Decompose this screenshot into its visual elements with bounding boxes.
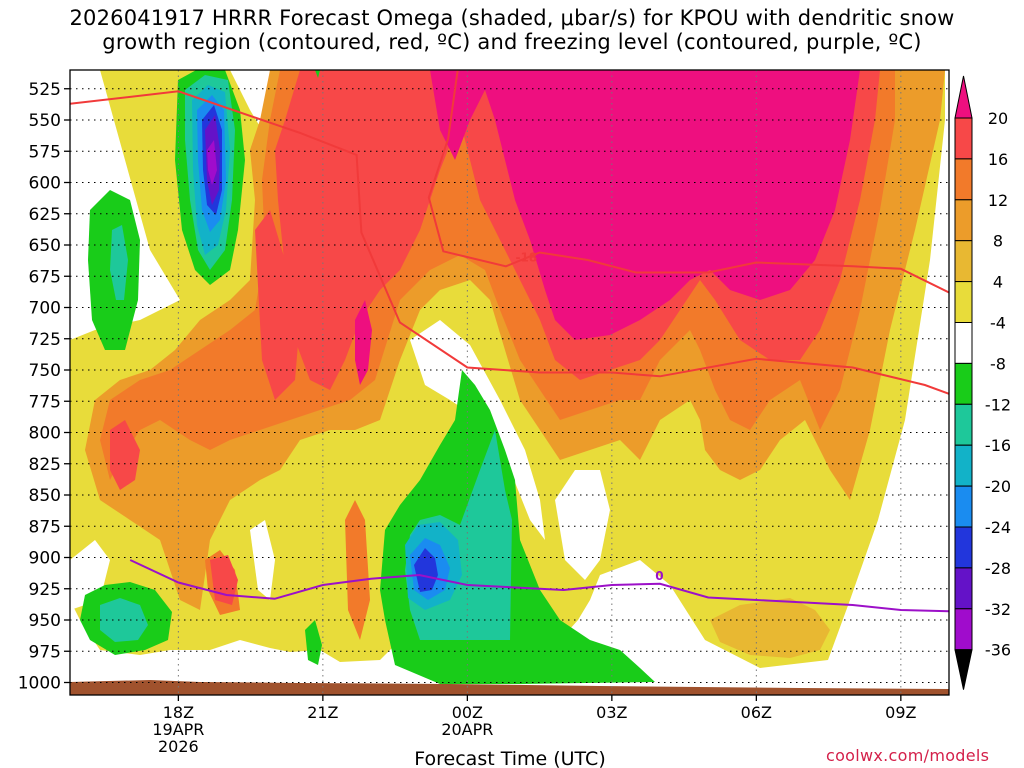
colorbar-swatch <box>954 526 973 569</box>
dgz-contour-line <box>70 90 949 395</box>
y-tick-label: 775 <box>29 392 61 412</box>
omega-region-24 <box>315 70 320 78</box>
x-tick-label: 03Z <box>596 703 627 722</box>
y-tick-label: 650 <box>29 236 61 256</box>
colorbar-label: 16 <box>988 150 1008 169</box>
colorbar-label: -4 <box>990 314 1006 333</box>
colorbar-swatch <box>954 117 973 160</box>
y-tick-label: 850 <box>29 486 61 506</box>
colorbar-swatch <box>954 199 973 242</box>
y-tick-label: 675 <box>29 267 61 287</box>
x-tick-label: 06Z <box>741 703 772 722</box>
colorbar-swatch <box>954 567 973 610</box>
omega-region-14 <box>255 210 300 400</box>
y-tick-label: 750 <box>29 361 61 381</box>
colorbar-swatch <box>954 362 973 405</box>
plot-frame <box>69 69 950 696</box>
terrain-surface <box>70 680 949 695</box>
dgz-contour-line <box>427 70 949 294</box>
y-tick-label: 525 <box>29 80 61 100</box>
omega-region-28 <box>110 225 128 300</box>
colorbar-label: 12 <box>988 191 1008 210</box>
omega-region-15 <box>110 420 140 490</box>
y-tick-label: 550 <box>29 111 61 131</box>
colorbar-swatch <box>954 608 973 651</box>
colorbar-label: -8 <box>990 354 1006 373</box>
chart-title: 2026041917 HRRR Forecast Omega (shaded, … <box>0 6 1024 54</box>
omega-region-34 <box>414 548 438 592</box>
colorbar-label: 8 <box>993 232 1003 251</box>
colorbar-label: -36 <box>985 641 1011 660</box>
grid-lines <box>70 70 949 695</box>
freezing-level-line <box>129 559 949 613</box>
colorbar-swatch <box>954 322 973 364</box>
y-tick-label: 625 <box>29 205 61 225</box>
y-axis: 525 550 575 600 625 650 675 700 725 750 775 800 825 8… <box>18 80 70 694</box>
x-tick-date: 19APR <box>152 720 204 739</box>
colorbar-swatch <box>954 281 973 324</box>
y-tick-label: 700 <box>29 299 61 319</box>
contour-lines: -18 0 <box>70 70 949 613</box>
colorbar-label: -24 <box>985 518 1011 537</box>
colorbar-label: -32 <box>985 600 1011 619</box>
source-credit: coolwx.com/models <box>826 746 990 765</box>
x-tick-label: 21Z <box>307 703 338 722</box>
omega-region-4 <box>410 320 545 540</box>
omega-region-8 <box>555 470 610 580</box>
y-tick-label: 825 <box>29 455 61 475</box>
y-tick-label: 975 <box>29 642 61 662</box>
x-axis-label: Forecast Time (UTC) <box>414 748 605 768</box>
colorbar-label: 4 <box>993 273 1003 292</box>
x-tick-date: 20APR <box>441 720 493 739</box>
colorbar-label: -20 <box>985 477 1011 496</box>
colorbar-swatch <box>954 158 973 201</box>
x-tick-label: 18Z <box>163 703 194 722</box>
y-tick-label: 575 <box>29 142 61 162</box>
colorbar-swatch <box>954 444 973 487</box>
colorbar-label: -16 <box>985 436 1011 455</box>
colorbar-swatch <box>954 485 973 528</box>
omega-region-23 <box>305 620 322 665</box>
colorbar-swatch <box>954 240 973 283</box>
x-tick-year: 2026 <box>158 737 199 756</box>
y-tick-label: 1000 <box>18 674 61 694</box>
chart-title-line-1: 2026041917 HRRR Forecast Omega (shaded, … <box>69 6 955 30</box>
y-tick-label: 800 <box>29 424 61 444</box>
freezing-level-label: 0 <box>655 569 663 583</box>
y-tick-label: 875 <box>29 517 61 537</box>
colorbar-label: 20 <box>988 109 1008 128</box>
omega-shading <box>70 70 949 695</box>
colorbar-label: -28 <box>985 559 1011 578</box>
y-tick-label: 900 <box>29 549 61 569</box>
omega-region-7 <box>250 520 275 600</box>
omega-region-11 <box>345 500 370 640</box>
colorbar-cap-bottom <box>954 649 973 690</box>
omega-region-18 <box>355 300 372 385</box>
omega-region-17 <box>430 70 860 340</box>
y-tick-label: 925 <box>29 580 61 600</box>
y-tick-label: 725 <box>29 330 61 350</box>
colorbar-label: -12 <box>985 395 1011 414</box>
dgz-contour-label: -18 <box>516 250 538 264</box>
y-tick-label: 950 <box>29 611 61 631</box>
colorbar-legend: 20 16 12 8 4 -4 -8 -12 -16 -20 -24 -28 -32 -36 <box>954 75 1011 690</box>
omega-region-25 <box>710 598 830 658</box>
colorbar-cap-top <box>954 75 973 119</box>
colorbar-swatch <box>954 403 973 446</box>
chart-title-line-2: growth region (contoured, red, ºC) and f… <box>102 30 922 54</box>
x-tick-label: 00Z <box>452 703 483 722</box>
y-tick-label: 600 <box>29 174 61 194</box>
x-tick-label: 09Z <box>885 703 916 722</box>
